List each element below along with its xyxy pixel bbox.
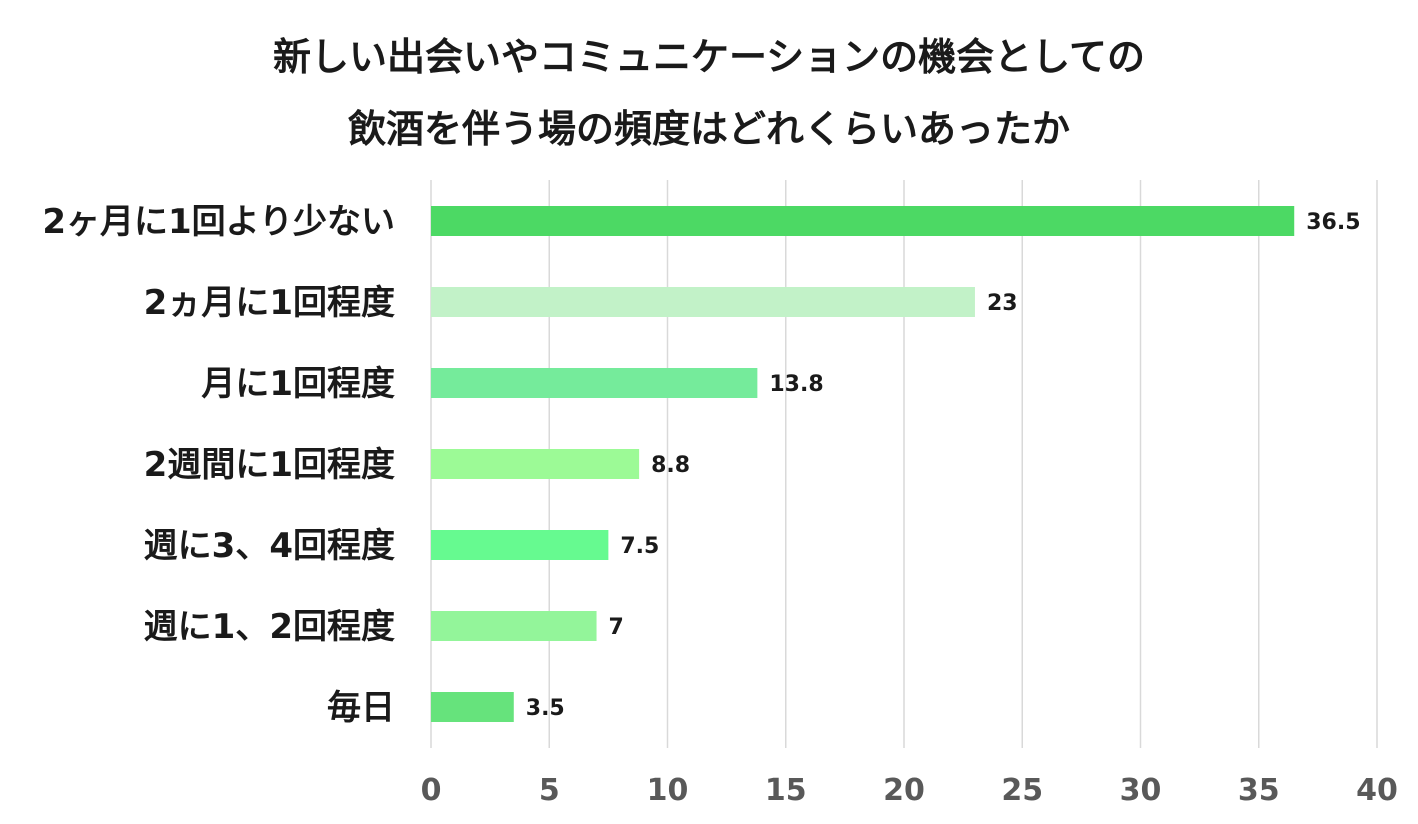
- category-label: 週に1、2回程度: [144, 607, 395, 647]
- x-tick-label: 10: [647, 773, 689, 808]
- data-label: 36.5: [1306, 210, 1360, 235]
- labels: 0 5 10 15 20 25 30 35 40 2ヶ月に1回より少ない 36.5 2ヵ月に1回程度 2…: [42, 202, 1398, 808]
- category-label: 2ヶ月に1回より少ない: [42, 202, 395, 242]
- data-label: 7: [609, 615, 624, 640]
- bar: [431, 368, 758, 398]
- chart-title-line-2: 飲酒を伴う場の頻度はどれくらいあったか: [347, 107, 1070, 151]
- bars: [431, 206, 1295, 722]
- data-label: 13.8: [769, 372, 823, 397]
- x-tick-label: 5: [539, 773, 560, 808]
- x-tick-label: 25: [1001, 773, 1043, 808]
- category-label: 週に3、4回程度: [144, 526, 395, 566]
- bar: [431, 692, 514, 722]
- bar: [431, 287, 975, 317]
- gridlines: [430, 180, 1378, 748]
- data-label: 7.5: [620, 534, 659, 559]
- category-label: 月に1回程度: [201, 364, 395, 404]
- bar: [431, 206, 1295, 236]
- category-label: 2週間に1回程度: [144, 445, 395, 485]
- data-label: 3.5: [526, 696, 565, 721]
- chart-title-line-1: 新しい出会いやコミュニケーションの機会としての: [272, 35, 1146, 79]
- category-label: 2ヵ月に1回程度: [144, 283, 395, 323]
- x-tick-label: 40: [1356, 773, 1398, 808]
- x-tick-label: 20: [883, 773, 925, 808]
- bar: [431, 530, 609, 560]
- category-label: 毎日: [327, 688, 395, 728]
- x-tick-label: 15: [765, 773, 807, 808]
- x-tick-label: 0: [421, 773, 442, 808]
- bar: [431, 449, 640, 479]
- bar: [431, 611, 597, 641]
- data-label: 23: [987, 291, 1018, 316]
- x-tick-label: 30: [1120, 773, 1162, 808]
- data-label: 8.8: [651, 453, 690, 478]
- x-tick-label: 35: [1238, 773, 1280, 808]
